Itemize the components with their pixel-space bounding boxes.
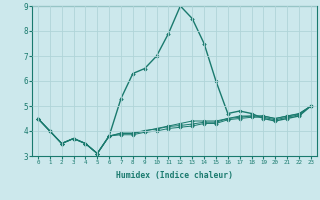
X-axis label: Humidex (Indice chaleur): Humidex (Indice chaleur) <box>116 171 233 180</box>
